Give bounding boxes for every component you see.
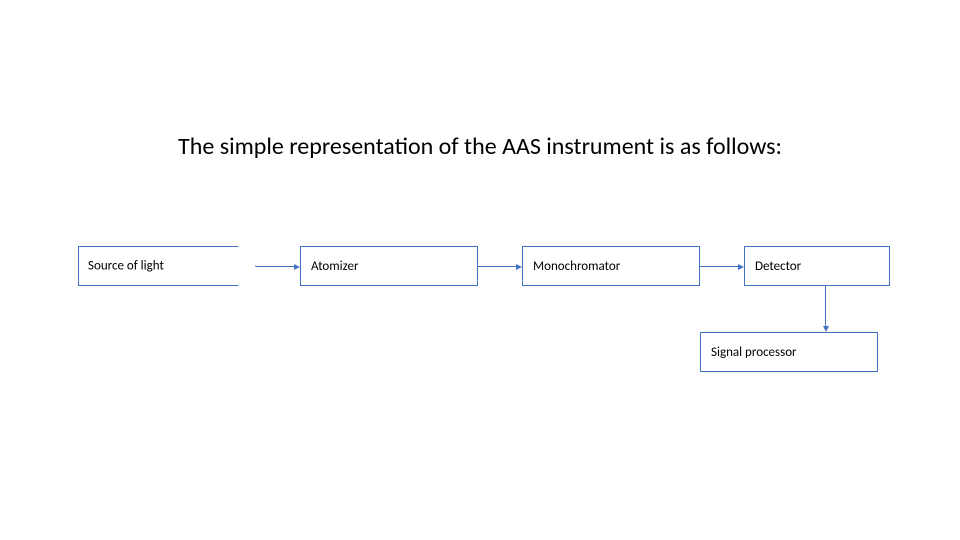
node-sigproc-label: Signal processor xyxy=(711,345,797,360)
node-sigproc: Signal processor xyxy=(700,332,878,372)
node-mono-label: Monochromator xyxy=(533,259,620,274)
arrow-line xyxy=(478,266,516,267)
arrow-head-icon xyxy=(516,264,522,270)
arrow-line xyxy=(256,266,294,267)
node-source: Source of light xyxy=(78,246,256,286)
arrow-head-icon xyxy=(294,264,300,270)
node-detector: Detector xyxy=(744,246,890,286)
node-detector-label: Detector xyxy=(755,259,801,274)
arrow-line xyxy=(825,286,826,326)
node-mono: Monochromator xyxy=(522,246,700,286)
diagram-title: The simple representation of the AAS ins… xyxy=(0,132,960,161)
node-atomizer: Atomizer xyxy=(300,246,478,286)
arrow-line xyxy=(700,266,738,267)
node-atomizer-label: Atomizer xyxy=(311,259,359,274)
arrow-head-icon xyxy=(738,264,744,270)
node-source-label: Source of light xyxy=(88,259,164,274)
arrow-head-icon xyxy=(823,326,829,332)
